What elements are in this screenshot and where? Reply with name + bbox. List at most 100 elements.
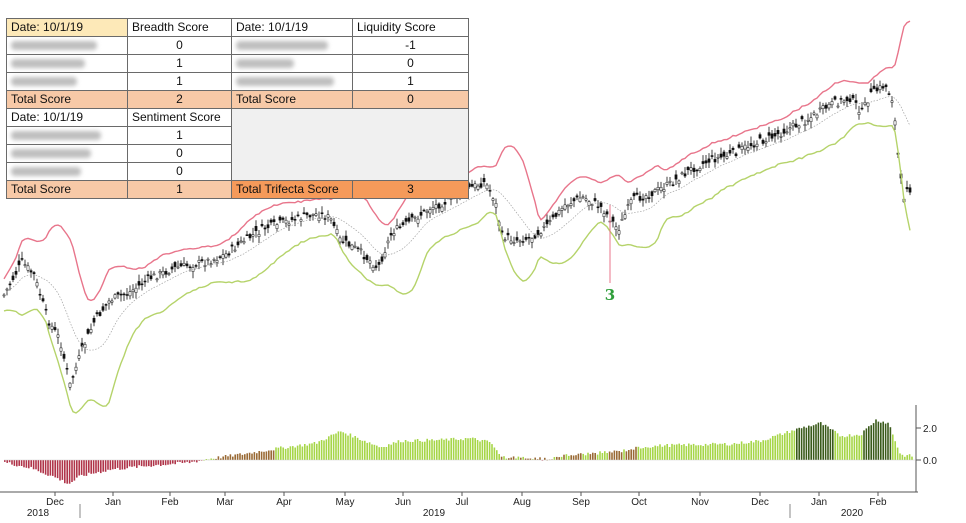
oscillator-y-tick-0: 0.0: [916, 456, 937, 467]
oscillator-bar: [388, 444, 390, 460]
oscillator-bar: [412, 442, 414, 460]
oscillator-bar: [839, 436, 841, 460]
candle-body: [494, 203, 498, 208]
oscillator-bar: [505, 458, 508, 460]
oscillator-bar: [760, 442, 762, 460]
candle-body: [737, 144, 741, 148]
sentiment-indicator-1: [6, 126, 128, 145]
candle-body: [185, 263, 189, 267]
candle-body: [371, 266, 375, 272]
candle-body: [794, 123, 798, 128]
candle-body: [107, 300, 111, 304]
oscillator-bar: [284, 448, 287, 460]
candle-body: [377, 262, 381, 265]
candle-body: [761, 139, 765, 144]
oscillator-bar: [13, 460, 16, 466]
oscillator-bar: [805, 427, 808, 460]
candle-body: [671, 184, 675, 186]
candle-body: [845, 96, 849, 102]
candle-body: [5, 288, 9, 291]
oscillator-bar: [131, 460, 133, 467]
candle-body: [131, 289, 135, 292]
candle-body: [266, 224, 270, 229]
oscillator-bar: [428, 440, 431, 460]
candle-body: [620, 219, 624, 221]
oscillator-bar: [383, 447, 385, 460]
oscillator-bar: [416, 439, 419, 460]
candle-body: [416, 218, 420, 224]
candle-body: [230, 244, 234, 247]
candle-body: [113, 294, 117, 299]
oscillator-bar: [234, 454, 236, 460]
candle-body: [650, 191, 654, 197]
candle-body: [818, 107, 822, 110]
oscillator-bar: [613, 450, 616, 460]
oscillator-bar: [601, 453, 604, 460]
oscillator-bar: [308, 443, 311, 460]
candle-body: [353, 245, 357, 248]
candle-body: [11, 275, 15, 281]
candle-body: [587, 201, 591, 206]
candle-body: [305, 212, 309, 216]
candle-body: [143, 280, 147, 283]
oscillator-bar: [385, 447, 388, 460]
candle-body: [176, 266, 180, 269]
oscillator-bar: [683, 444, 685, 460]
candle-body: [680, 172, 684, 175]
oscillator-bar: [637, 446, 640, 460]
oscillator-bar: [661, 446, 664, 460]
oscillator-bar: [863, 430, 865, 460]
candle-body: [425, 210, 429, 213]
candle-body: [824, 104, 828, 109]
candle-body: [545, 219, 549, 225]
oscillator-bar: [748, 443, 750, 460]
oscillator-bar: [568, 455, 570, 460]
oscillator-bar: [889, 427, 892, 460]
oscillator-bar: [620, 452, 623, 460]
oscillator-bar: [116, 460, 119, 468]
candle-body: [758, 134, 762, 139]
sentiment-value-1: 1: [127, 126, 232, 145]
oscillator-bar: [808, 425, 810, 460]
breadth-value-2: 1: [127, 54, 232, 73]
candle-body: [65, 368, 69, 370]
candle-body: [191, 267, 195, 272]
oscillator-bar: [844, 437, 846, 460]
x-tick-label: Dec: [46, 497, 64, 508]
oscillator-bar: [462, 440, 464, 460]
oscillator-bar: [373, 444, 376, 460]
oscillator-bar: [642, 448, 644, 460]
candle-body: [116, 292, 120, 295]
oscillator-bar: [556, 456, 558, 460]
sentiment-value-2: 0: [127, 144, 232, 163]
oscillator-bar: [20, 460, 23, 466]
oscillator-bar: [892, 434, 894, 460]
candle-body: [590, 204, 594, 206]
candle-body: [44, 308, 48, 311]
candle-body: [407, 217, 411, 222]
oscillator-bar: [361, 440, 364, 460]
candle-body: [749, 143, 753, 147]
oscillator-bar: [774, 435, 776, 460]
breadth-total-label: Total Score: [6, 90, 128, 109]
oscillator-bar: [332, 434, 335, 460]
candle-body: [83, 344, 87, 348]
oscillator-bar: [409, 441, 412, 460]
candle-body: [419, 211, 423, 216]
oscillator-bar: [445, 438, 448, 460]
oscillator-bar: [419, 441, 421, 460]
candle-body: [74, 366, 78, 371]
oscillator-bar: [294, 447, 296, 460]
candle-body: [164, 271, 168, 275]
candle-body: [428, 209, 432, 214]
x-tick-label: Sep: [572, 497, 590, 508]
candle-body: [572, 198, 576, 202]
oscillator-bar: [632, 449, 635, 460]
candle-body: [329, 218, 333, 221]
candle-body: [491, 198, 495, 201]
oscillator-bar: [498, 454, 500, 460]
year-labels: 2018 2019 2020: [27, 504, 864, 519]
candle-body: [335, 229, 339, 234]
oscillator-bar: [767, 439, 769, 460]
oscillator-bar: [616, 450, 618, 460]
